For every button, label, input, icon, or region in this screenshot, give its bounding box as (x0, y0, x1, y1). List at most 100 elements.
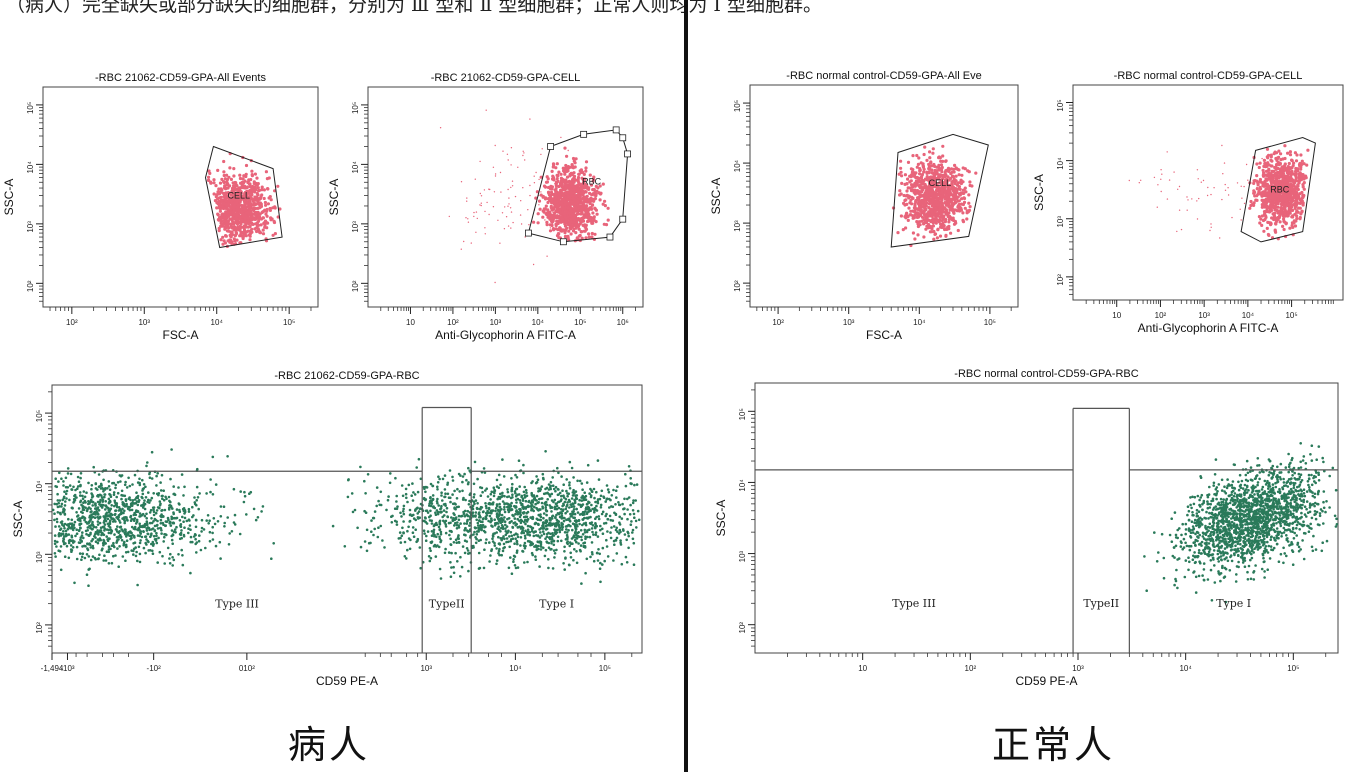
y-tick-label: 10⁴ (733, 159, 742, 172)
event-dot (217, 196, 222, 200)
event-dot (195, 551, 198, 554)
event-dot (905, 182, 909, 186)
event-dot (164, 524, 167, 528)
event-dot (60, 502, 64, 506)
event-dot (120, 497, 123, 501)
event-dot (105, 528, 109, 531)
event-dot (209, 490, 212, 494)
event-dot (919, 190, 923, 194)
gate-vertex-handle[interactable] (580, 130, 588, 138)
event-dot (938, 167, 942, 171)
event-dot (1264, 173, 1268, 177)
event-dot (218, 209, 222, 213)
event-dot (113, 533, 116, 536)
event-dot (588, 173, 592, 177)
event-dot (181, 563, 185, 567)
event-dot (266, 187, 270, 191)
gate-vertex-handle[interactable] (619, 215, 627, 223)
event-dot (492, 206, 495, 208)
event-dot (64, 500, 67, 503)
event-dot (246, 220, 250, 224)
event-dot (925, 158, 929, 162)
gate-vertex-handle[interactable] (624, 150, 631, 158)
event-dot (504, 206, 506, 208)
event-dot (240, 183, 244, 187)
event-dot (970, 184, 974, 188)
gate-vertex-handle[interactable] (547, 143, 555, 150)
event-dot (148, 472, 151, 476)
gate-vertex-handle[interactable] (606, 233, 614, 241)
event-dot (156, 561, 159, 564)
event-dot (243, 231, 247, 235)
event-dot (158, 500, 162, 503)
event-dot (155, 534, 158, 538)
event-dot (229, 205, 233, 209)
event-dot (57, 480, 60, 483)
event-dot (256, 219, 261, 223)
event-dot (1259, 217, 1263, 221)
event-dot (213, 199, 217, 203)
event-dot (486, 201, 488, 204)
event-dot (1227, 187, 1229, 189)
event-dot (565, 184, 569, 188)
y-tick-label: 10⁵ (351, 102, 360, 114)
event-dot (232, 207, 236, 212)
event-dot (571, 188, 575, 192)
event-dot (228, 196, 232, 200)
event-dot (124, 499, 128, 503)
event-dot (1207, 186, 1209, 189)
event-dot (248, 185, 252, 189)
event-dot (913, 237, 917, 241)
event-dot (1292, 181, 1296, 186)
event-dot (167, 495, 171, 499)
plot-panel: -RBC 21062-CD59-GPA-CELLAnti-Glycophorin… (327, 72, 644, 342)
event-dot (923, 145, 927, 149)
gate-vertex-handle[interactable] (525, 229, 532, 237)
event-dot (178, 533, 182, 536)
event-dot (87, 584, 90, 587)
event-dot (509, 207, 512, 209)
y-tick-label: 10³ (733, 220, 742, 232)
event-dot (133, 525, 137, 529)
event-dot (538, 178, 540, 181)
x-tick-label: 10⁴ (532, 318, 545, 327)
event-dot (577, 227, 581, 231)
gate-vertex-handle[interactable] (559, 238, 567, 246)
event-dot (232, 487, 236, 491)
event-dots (891, 144, 978, 248)
event-dot (503, 228, 506, 230)
gate-vertex-handle[interactable] (612, 126, 620, 134)
event-dot (163, 535, 166, 539)
event-dot (587, 186, 591, 190)
event-dot (1221, 198, 1223, 201)
event-dot (171, 542, 174, 545)
event-dot (1224, 189, 1227, 191)
event-dot (1247, 179, 1249, 181)
event-dot (957, 202, 961, 207)
event-dot (77, 541, 81, 544)
gate-vertex-handle[interactable] (619, 134, 627, 142)
event-dot (116, 547, 119, 550)
event-dot (963, 206, 967, 210)
event-dot (276, 184, 280, 188)
event-dot (466, 197, 468, 199)
event-dot (222, 159, 226, 164)
event-dot (91, 555, 95, 558)
event-dot (1243, 185, 1245, 188)
event-dot (159, 489, 163, 492)
event-dot (193, 496, 196, 499)
event-dot (918, 172, 922, 176)
event-dot (251, 217, 255, 221)
event-dot (550, 192, 554, 196)
y-tick-label: 10⁵ (1056, 99, 1065, 111)
event-dot (102, 533, 106, 537)
event-dot (1291, 225, 1295, 229)
event-dot (1288, 226, 1292, 230)
event-dot (109, 531, 113, 534)
event-dot (1266, 161, 1270, 165)
event-dot (488, 188, 490, 190)
event-dot (261, 505, 265, 508)
event-dot (246, 229, 250, 233)
event-dot (1274, 230, 1278, 234)
event-dot (212, 181, 216, 185)
